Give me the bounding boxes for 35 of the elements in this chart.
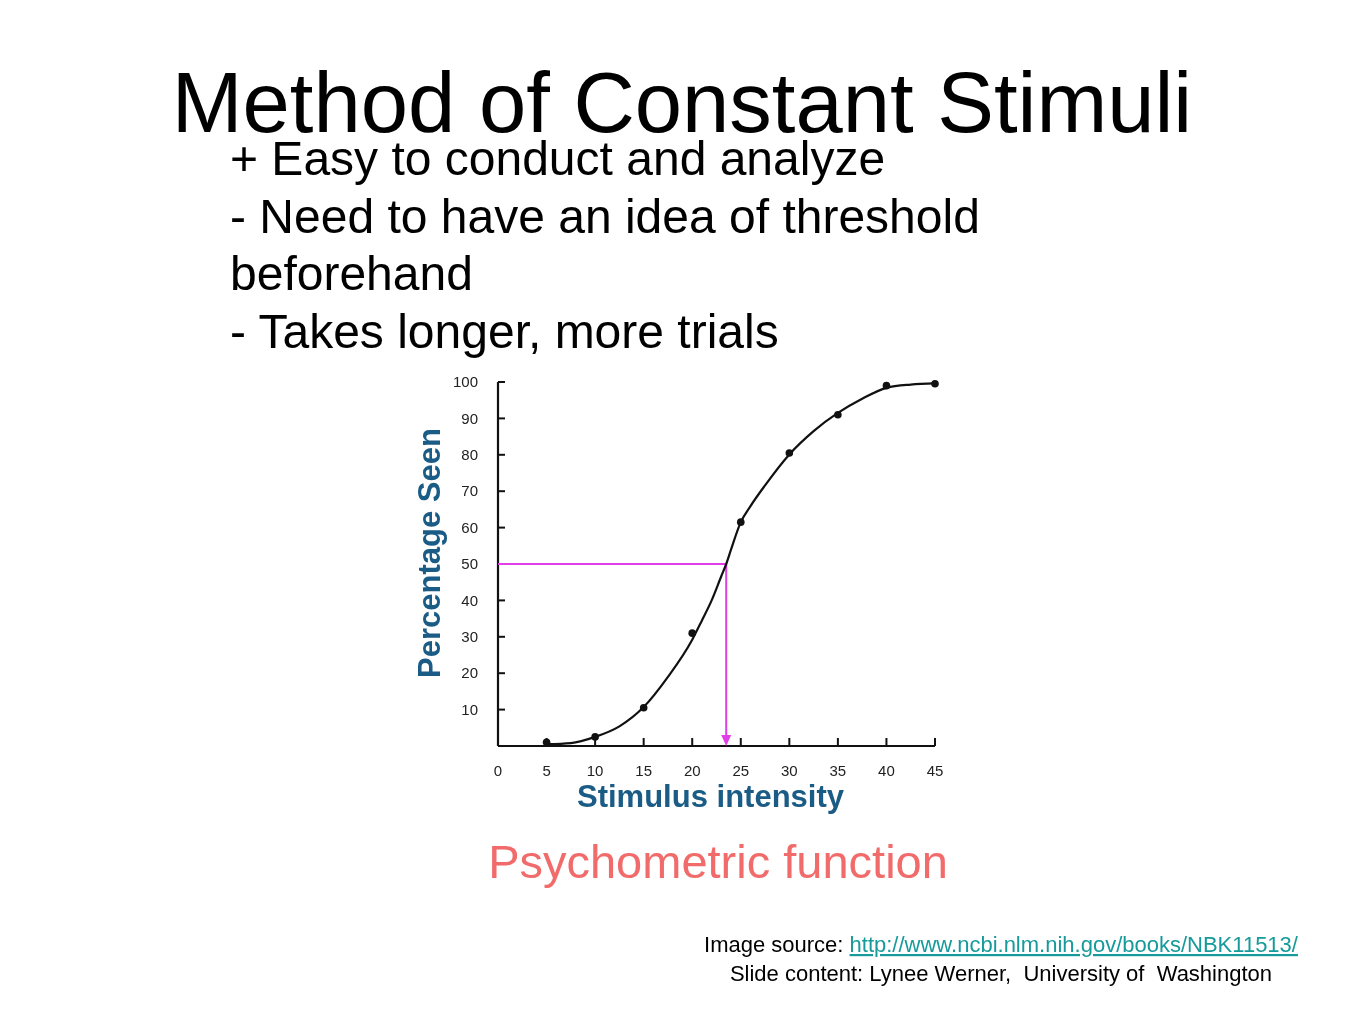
y-tick-label: 90 — [461, 409, 478, 427]
y-tick-label: 10 — [461, 700, 478, 718]
y-tick-label: 100 — [452, 373, 478, 391]
x-tick-label: 35 — [829, 762, 847, 779]
point — [882, 381, 891, 390]
y-tick-label: 50 — [461, 555, 478, 573]
x-tick-label: 30 — [780, 762, 798, 779]
point — [834, 410, 842, 419]
point — [639, 703, 648, 712]
text: - Takes longer, more trials — [230, 304, 779, 358]
x-tick-label: 0 — [493, 762, 503, 779]
x-axis-title: Stimulus intensity — [577, 779, 845, 814]
y-tick-label: 80 — [461, 446, 478, 464]
point — [931, 380, 939, 388]
y-tick-label: 40 — [461, 591, 478, 609]
x-tick-label: 25 — [732, 762, 750, 779]
point — [688, 629, 697, 637]
text: Slide content: Lynee Werner, University of Washington — [729, 961, 1273, 986]
x-tick-label: 15 — [635, 762, 653, 779]
x-tick-label: 45 — [926, 762, 944, 779]
y-tick-label: 60 — [461, 518, 478, 536]
text: Image source: http://www.ncbi.nlm.nih.gov/books/NBK11513/ — [704, 932, 1299, 957]
y-axis-title: Percentage Seen — [412, 428, 447, 678]
text: - Need to have an idea of threshold beforehand — [230, 189, 980, 300]
y-tick-label: 70 — [461, 482, 478, 500]
text: Psychometric function — [488, 835, 948, 888]
x-tick-label: 20 — [683, 762, 701, 779]
y-tick-label: 20 — [461, 664, 478, 682]
point — [785, 449, 794, 457]
point — [736, 518, 745, 526]
x-tick-label: 40 — [878, 762, 895, 779]
y-tick-label: 30 — [461, 628, 478, 646]
x-tick-label: 10 — [586, 762, 604, 779]
x-tick-label: 5 — [542, 762, 551, 779]
point — [591, 733, 599, 741]
